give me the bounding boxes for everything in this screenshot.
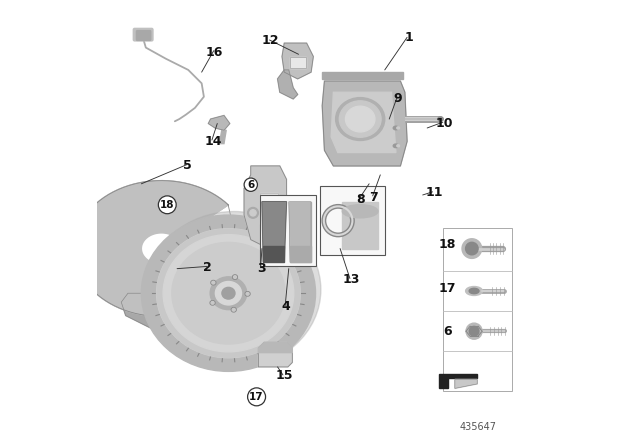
Ellipse shape [172,242,285,344]
Polygon shape [289,202,311,262]
Ellipse shape [232,275,237,279]
Text: 17: 17 [249,392,264,402]
Ellipse shape [211,302,214,304]
Polygon shape [322,72,403,79]
Ellipse shape [231,308,236,312]
Text: 10: 10 [435,117,453,130]
Ellipse shape [245,292,250,296]
Ellipse shape [342,205,378,218]
Bar [290,56,306,68]
Ellipse shape [141,215,316,371]
Text: 6: 6 [444,325,452,338]
Circle shape [465,242,478,255]
Polygon shape [439,374,477,388]
Text: 2: 2 [203,261,212,274]
Ellipse shape [163,235,294,352]
Bar [290,56,306,68]
Polygon shape [79,184,239,313]
Ellipse shape [157,229,300,358]
Circle shape [469,326,479,336]
Ellipse shape [234,276,237,279]
Ellipse shape [210,301,215,305]
Text: 14: 14 [204,135,221,148]
Ellipse shape [469,289,479,294]
Text: 7: 7 [369,191,378,204]
Ellipse shape [335,98,385,141]
Polygon shape [220,130,226,144]
Polygon shape [244,166,287,246]
Text: 435647: 435647 [460,422,497,432]
Text: 11: 11 [425,186,443,199]
Ellipse shape [232,308,236,311]
Bar [260,195,316,267]
Polygon shape [331,92,396,152]
Polygon shape [209,116,230,130]
Polygon shape [259,342,292,353]
Polygon shape [322,81,407,166]
Text: 4: 4 [281,300,290,313]
Polygon shape [259,342,292,367]
FancyBboxPatch shape [136,30,151,40]
Text: 15: 15 [275,369,292,382]
Circle shape [466,323,482,339]
Polygon shape [74,181,243,316]
Text: 17: 17 [439,282,456,295]
Polygon shape [282,43,314,79]
Polygon shape [263,246,284,262]
Polygon shape [455,379,477,388]
Text: 3: 3 [257,262,266,275]
Text: 9: 9 [394,92,402,105]
Bar [342,202,378,249]
Ellipse shape [147,211,321,368]
Polygon shape [108,207,212,290]
Ellipse shape [346,106,375,132]
Ellipse shape [393,144,399,148]
Polygon shape [260,193,278,224]
Ellipse shape [222,287,235,299]
Text: 1: 1 [405,31,413,44]
Text: 6: 6 [247,180,255,190]
Ellipse shape [393,126,399,130]
Polygon shape [290,246,311,262]
Text: 18: 18 [439,237,456,250]
Polygon shape [92,194,227,302]
Ellipse shape [438,117,444,121]
Text: 16: 16 [206,46,223,59]
Ellipse shape [339,101,381,137]
Ellipse shape [465,287,483,296]
Polygon shape [104,203,216,294]
Bar [320,186,385,255]
Text: 12: 12 [262,34,279,47]
Bar [443,228,512,392]
Polygon shape [74,181,243,316]
Polygon shape [83,188,235,310]
Text: 13: 13 [342,273,360,286]
Ellipse shape [211,280,216,285]
Ellipse shape [210,277,247,310]
Text: 5: 5 [183,159,192,172]
Polygon shape [278,70,298,99]
Circle shape [250,210,256,216]
Text: 18: 18 [160,200,175,210]
Ellipse shape [216,281,241,305]
Ellipse shape [397,145,399,147]
Polygon shape [121,293,191,329]
Ellipse shape [157,229,300,358]
Circle shape [248,207,259,218]
Ellipse shape [212,281,215,284]
FancyBboxPatch shape [133,28,153,41]
Polygon shape [262,202,287,262]
Text: 8: 8 [356,194,365,207]
Ellipse shape [397,127,399,129]
Circle shape [462,239,482,258]
Polygon shape [99,200,220,297]
Ellipse shape [246,293,249,295]
